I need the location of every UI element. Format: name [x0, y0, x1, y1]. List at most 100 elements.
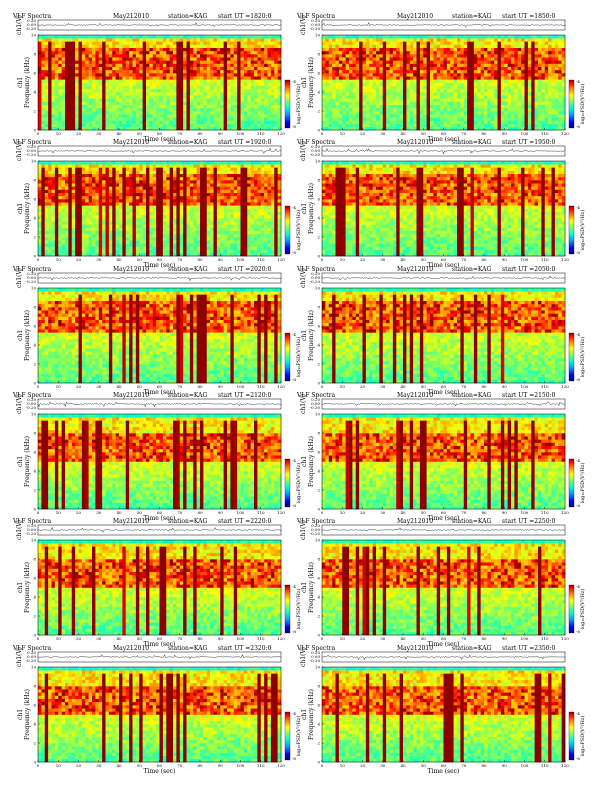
spectrogram-cell [386, 57, 390, 60]
spectrogram-cell [247, 86, 251, 89]
spectrogram-cell [203, 79, 207, 82]
spectrogram-cell [187, 67, 191, 70]
spectrogram-cell [342, 111, 346, 114]
spectrogram-cell [555, 51, 559, 54]
spectrogram-cell [207, 121, 211, 124]
spectrogram-cell [45, 234, 49, 237]
spectrogram-cell [467, 92, 471, 95]
spectrogram-cell [545, 83, 549, 86]
spectrogram-cell [82, 108, 86, 111]
spectrogram-cell [511, 67, 515, 70]
spectrogram-cell [558, 57, 562, 60]
spectrogram-cell [518, 114, 522, 117]
spectrogram-cell [531, 70, 535, 73]
spectrogram-cell [264, 121, 268, 124]
spectrogram-cell [82, 240, 86, 243]
spectrogram-cell [119, 124, 123, 127]
spectrogram-cell [403, 83, 407, 86]
spectrogram-cell [109, 54, 113, 57]
spectrogram-cell [457, 67, 461, 70]
spectrogram-cell [352, 79, 356, 82]
spectrogram-cell [329, 41, 333, 44]
spectrogram-cell [72, 79, 76, 82]
spectrogram-cell [72, 73, 76, 76]
spectrogram-cell [112, 51, 116, 54]
spectrogram-cell [234, 237, 238, 240]
spectrogram-cell [562, 38, 566, 41]
spectrogram-cell [504, 35, 508, 38]
spectrogram-cell [190, 57, 194, 60]
x-tick-label: 40 [400, 131, 406, 136]
spectrogram-cell [369, 70, 373, 73]
spectrogram-cell [79, 48, 83, 51]
spectrogram-cell [525, 121, 529, 124]
spectrogram-cell [538, 89, 542, 92]
spectrogram-cell [474, 51, 478, 54]
spectrogram-cell [278, 79, 282, 82]
spectrogram-cell [234, 57, 238, 60]
spectrogram-cell [89, 57, 93, 60]
spectrogram-cell [447, 79, 451, 82]
spectrogram-cell [369, 48, 373, 51]
spectrogram-cell [143, 117, 147, 120]
spectrogram-cell [467, 60, 471, 63]
spectrogram-cell [494, 111, 498, 114]
spectrogram-cell [433, 35, 437, 38]
spectrogram-cell [514, 124, 518, 127]
spectrogram-cell [342, 86, 346, 89]
spectrogram-cell [420, 73, 424, 76]
spectrogram-cell [518, 95, 522, 98]
spectrogram-cell [65, 54, 69, 57]
spectrogram-cell [92, 117, 96, 120]
spectrogram-cell [197, 35, 201, 38]
spectrogram-cell [247, 48, 251, 51]
y-tick-label: 6 [317, 71, 320, 76]
spectrogram-cell [170, 111, 174, 114]
spectrogram-cell [454, 98, 458, 101]
spectrogram-cell [406, 83, 410, 86]
spectrogram-cell [247, 247, 251, 250]
spectrogram-cell [511, 124, 515, 127]
spectrogram-cell [261, 48, 265, 51]
spectrogram-cell [176, 89, 180, 92]
spectrogram-cell [322, 35, 326, 38]
spectrogram-cell [133, 51, 137, 54]
spectrogram-cell [58, 117, 62, 120]
spectrogram-cell [400, 108, 404, 111]
spectrogram-cell [541, 35, 545, 38]
spectrogram-cell [508, 60, 512, 63]
spectrogram-cell [244, 70, 248, 73]
spectrogram-cell [322, 57, 326, 60]
spectrogram-cell [143, 54, 147, 57]
spectrogram-cell [555, 89, 559, 92]
spectrogram-cell [180, 35, 184, 38]
spectrogram-cell [251, 243, 255, 246]
spectrogram-cell [393, 73, 397, 76]
spectrogram-cell [170, 247, 174, 250]
spectrogram-cell [525, 86, 529, 89]
spectrogram-cell [346, 98, 350, 101]
spectrogram-cell [95, 114, 99, 117]
spectrogram-cell [82, 231, 86, 234]
spectrogram-cell [149, 92, 153, 95]
spectrogram-cell [122, 83, 126, 86]
spectrogram-cell [99, 105, 103, 108]
spectrogram-cell [234, 102, 238, 105]
spectrogram-cell [122, 121, 126, 124]
spectrogram-cell [68, 98, 72, 101]
spectrogram-cell [251, 41, 255, 44]
spectrogram-cell [562, 73, 566, 76]
spectrogram-cell [207, 247, 211, 250]
spectrogram-cell [261, 54, 265, 57]
spectrogram-cell [393, 117, 397, 120]
spectrogram-cell [433, 60, 437, 63]
spectrogram-cell [369, 98, 373, 101]
spectrogram-cell [187, 86, 191, 89]
spectrogram-cell [99, 45, 103, 48]
spectrogram-cell [420, 86, 424, 89]
spectrogram-cell [322, 51, 326, 54]
spectrogram-cell [325, 108, 329, 111]
spectrogram-cell [241, 48, 245, 51]
spectrogram-cell [548, 67, 552, 70]
spectrogram-cell [498, 83, 502, 86]
